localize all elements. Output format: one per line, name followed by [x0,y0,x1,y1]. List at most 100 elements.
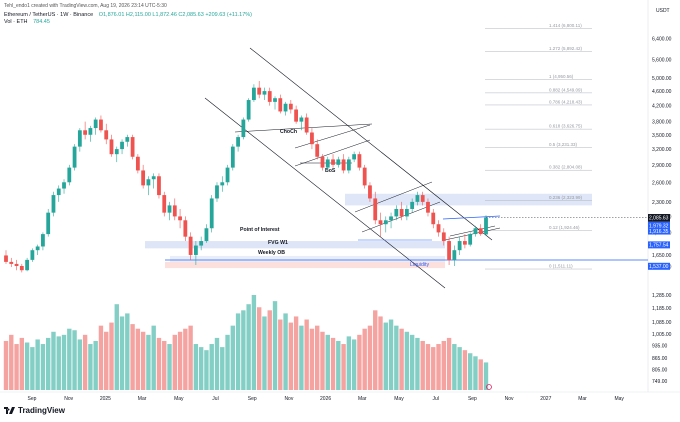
price-tag [648,214,670,222]
annotation-label: BoS [325,168,336,174]
candle-body [473,228,478,235]
volume-bar [309,328,315,390]
volume-bar [267,310,272,390]
annotation-label: ChoCh [280,129,297,135]
y-tick-label: 2,300.00 [652,200,672,206]
blue-resistance-line [442,215,501,220]
x-tick-label: May [394,396,404,402]
fvg-zone [170,255,445,262]
volume-bar [283,313,288,390]
fib-level-label: 0.5 (3,231.33) [549,142,578,147]
candle-body [4,255,8,262]
price-tag [648,227,670,235]
volume-legend: Vol · ETH 784.45 [4,19,54,25]
x-tick-label: Sep [28,396,37,402]
candle-body [410,201,415,209]
candle-body [383,220,388,225]
candle-body [304,117,309,133]
volume-bar [177,331,183,390]
tradingview-logo[interactable]: TradingView [4,406,65,415]
candle-body [273,98,277,102]
candle-body [431,212,436,225]
candle-body [56,188,61,196]
volume-bar [225,334,230,390]
price-tag [648,262,670,270]
volume-bar [214,337,220,390]
y-tick-label: 3,500.00 [652,133,672,139]
candle-body [209,198,214,229]
candle-body [378,220,383,225]
symbol-legend: Ethereum / TetherUS · 1W · Binance O1,87… [4,12,256,18]
volume-bar [431,347,436,390]
volume-bar [483,362,489,390]
candle-body [362,167,367,186]
candle-body [109,139,114,155]
candle-body [252,87,256,101]
volume-bar [156,337,162,390]
y-tick-label: 5,600.00 [652,58,672,64]
candle-body [178,216,182,221]
volume-bar [404,331,410,390]
volume-bar [130,324,135,390]
volume-bar [3,340,9,390]
x-tick-label: Nov [64,396,73,402]
x-tick-label: May [174,396,184,402]
fib-level-label: 0.882 (4,549.09) [549,87,583,92]
y-tick-label: 2,600.00 [652,180,672,186]
volume-bar [72,330,77,390]
y-tick-label: 1,285.00 [652,293,672,299]
volume-bar [304,319,309,390]
volume-bar [125,313,130,390]
y-tick-label: 4,200.00 [652,104,672,110]
candle-body [220,182,225,186]
volume-bar [473,356,478,390]
volume-bar [362,328,367,390]
candle-body [373,198,378,221]
candle-body [394,208,399,217]
currency-label: USDT [656,8,670,14]
candle-body [199,241,204,246]
volume-bar [478,359,483,390]
volume-bar [467,353,473,390]
volume-bar [399,328,404,390]
short-trend-line-2 [444,227,501,241]
volume-bar [51,331,56,390]
y-tick-label: 749.00 [652,379,668,385]
candle-body [146,179,151,186]
volume-bar [98,325,104,390]
chart-credit: Tehl_endo1 created with TradingView.com,… [4,3,167,9]
volume-bar [45,337,51,390]
volume-bar [415,337,420,390]
candle-body [215,185,219,199]
channel-upper-line [249,47,493,241]
x-tick-label: 2026 [320,396,331,402]
candle-body [83,130,88,135]
candle-body [246,100,251,120]
volume-bar [93,340,98,390]
mini-channel-lower [294,139,371,167]
short-trend-line [449,225,496,237]
price-tag-label: 1,916.35 [649,229,669,235]
volume-bar [67,328,72,390]
volume-bar [457,347,462,390]
candle-body [188,236,193,255]
volume-bar [140,331,146,390]
symbol-title[interactable]: Ethereum / TetherUS · 1W · Binance [4,12,94,18]
candle-body [478,228,483,235]
fib-level-label: 1 (4,950.56) [549,74,574,79]
volume-bar [256,307,262,390]
candle-body [341,159,346,171]
annotation-label: Liquidity [410,262,429,268]
candle-body [346,159,351,171]
volume-bar [56,336,61,390]
candle-body [67,167,72,183]
candle-body [125,137,130,142]
volume-bar [114,304,119,390]
x-tick-label: May [614,396,624,402]
volume-bar [162,340,167,390]
candle-body [30,250,35,260]
candle-body [225,167,230,183]
volume-bar [383,322,388,390]
volume-bar [241,310,246,390]
